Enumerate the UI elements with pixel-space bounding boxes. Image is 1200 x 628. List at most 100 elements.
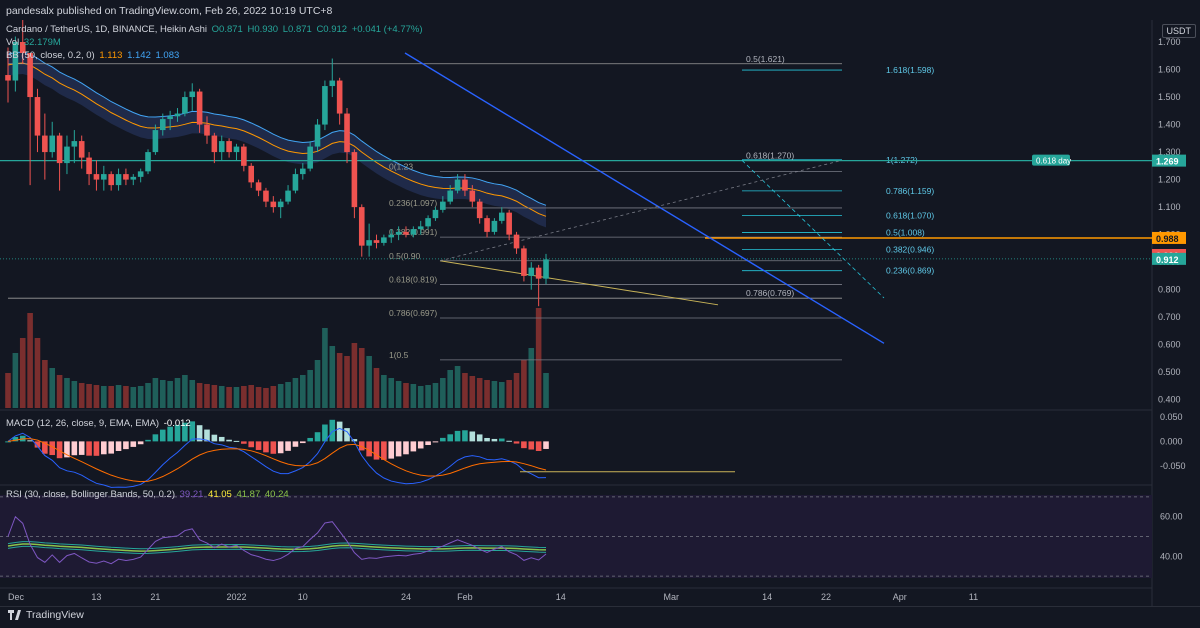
- candle-body: [373, 240, 380, 243]
- time-tick-label: Dec: [8, 592, 25, 602]
- macd-tick-label: 0.000: [1160, 436, 1183, 446]
- macd-histogram-bar: [395, 441, 402, 457]
- time-tick-label: 14: [556, 592, 566, 602]
- volume-bar: [189, 380, 196, 408]
- volume-bar: [417, 386, 424, 408]
- rsi-bb-upper: [7, 541, 547, 550]
- macd-histogram-bar: [152, 434, 159, 442]
- macd-tick-label: -0.050: [1160, 461, 1186, 471]
- rsi-bb-lower: [7, 545, 547, 554]
- macd-histogram-bar: [71, 441, 78, 456]
- candle-body: [152, 130, 159, 153]
- fib-ext-label: 0.5(1.008): [886, 227, 925, 237]
- volume-bar: [403, 383, 409, 408]
- candle-body: [322, 86, 328, 125]
- candle-body: [351, 152, 358, 208]
- published-line: pandesalx published on TradingView.com, …: [6, 5, 333, 17]
- fib-level-label: 0(1.23: [389, 161, 413, 171]
- volume-bar: [93, 385, 100, 408]
- candle-body: [277, 201, 284, 208]
- currency-unit[interactable]: USDT: [1161, 24, 1196, 38]
- time-tick-label: Feb: [457, 592, 473, 602]
- candle-body: [204, 124, 210, 136]
- macd-histogram-bar: [204, 429, 210, 442]
- macd-histogram-bar: [366, 441, 372, 457]
- price-tick-label: 1.600: [1158, 65, 1181, 75]
- bb-upper: 1.142: [127, 50, 151, 61]
- volume-bar: [462, 373, 468, 408]
- macd-histogram-bar: [403, 441, 409, 455]
- volume-bar: [174, 378, 181, 408]
- candle-body: [71, 141, 78, 147]
- price-tag-text: 0.912: [1156, 255, 1179, 265]
- macd-histogram-bar: [373, 441, 380, 460]
- candle-body: [381, 237, 387, 243]
- volume-bar: [454, 366, 461, 408]
- volume-bar: [307, 370, 313, 408]
- candle-body: [123, 174, 129, 180]
- trend-line-descending: [404, 52, 885, 344]
- candle-body: [476, 201, 483, 219]
- candle-body: [226, 141, 232, 153]
- volume-bar: [263, 388, 269, 408]
- candle-body: [528, 267, 535, 276]
- rsi-value-3: 41.87: [236, 489, 261, 500]
- volume-bar: [101, 386, 107, 408]
- rsi-value-1: 39.21: [179, 489, 204, 500]
- macd-histogram-bar: [314, 432, 321, 442]
- candle-body: [454, 179, 461, 191]
- symbol-title: Cardano / TetherUS, 1D, BINANCE, Heikin …: [6, 24, 207, 35]
- macd-histogram-bar: [388, 441, 395, 459]
- candle-body: [484, 218, 490, 232]
- candle-body: [285, 190, 291, 202]
- volume-bar: [218, 386, 225, 408]
- macd-histogram-bar: [543, 441, 549, 449]
- candle-body: [410, 229, 417, 235]
- time-tick-label: 10: [298, 592, 308, 602]
- volume-bar: [42, 360, 48, 408]
- price-tick-label: 0.800: [1158, 285, 1181, 295]
- candle-body: [12, 42, 19, 81]
- volume-bar: [78, 383, 85, 408]
- candle-body: [388, 234, 395, 238]
- volume-bar: [130, 387, 137, 408]
- fib-top-label: 0.5(1.621): [746, 54, 785, 64]
- volume-bar: [491, 381, 498, 408]
- macd-histogram-bar: [93, 441, 100, 456]
- time-tick-label: 13: [91, 592, 101, 602]
- volume-bar: [12, 353, 19, 408]
- volume-bar: [241, 386, 247, 408]
- volume-bar: [543, 373, 549, 408]
- bb-lower: 1.083: [155, 50, 180, 61]
- price-tick-label: 1.500: [1158, 92, 1181, 102]
- macd-histogram-bar: [101, 441, 107, 455]
- candle-body: [344, 113, 350, 153]
- macd-histogram-bar: [336, 421, 343, 442]
- volume-bar: [115, 385, 122, 408]
- candle-body: [314, 124, 321, 147]
- ohlc-low: L0.871: [282, 24, 312, 35]
- candle-body: [137, 171, 144, 177]
- ohlc-change: +0.041 (+4.77%): [351, 24, 423, 35]
- volume-bar: [447, 370, 453, 408]
- rsi-value-4: 40.24: [264, 489, 289, 500]
- volume-bar: [535, 308, 542, 408]
- candle-body: [241, 146, 247, 166]
- rsi-tick-label: 40.00: [1160, 551, 1183, 561]
- volume-bar: [196, 383, 203, 408]
- volume-bar: [476, 378, 483, 408]
- volume-bar: [506, 380, 512, 408]
- macd-histogram-bar: [182, 422, 188, 442]
- projection-line: [741, 160, 885, 299]
- volume-bar: [498, 382, 505, 408]
- time-tick-label: 14: [762, 592, 772, 602]
- volume-bar: [329, 346, 336, 408]
- macd-histogram-bar: [42, 441, 48, 454]
- candle-body: [513, 234, 520, 249]
- volume-bar: [123, 386, 129, 408]
- macd-histogram-bar: [233, 440, 240, 442]
- price-tick-label: 1.300: [1158, 147, 1181, 157]
- volume-bar: [381, 375, 387, 408]
- candle-body: [491, 220, 498, 232]
